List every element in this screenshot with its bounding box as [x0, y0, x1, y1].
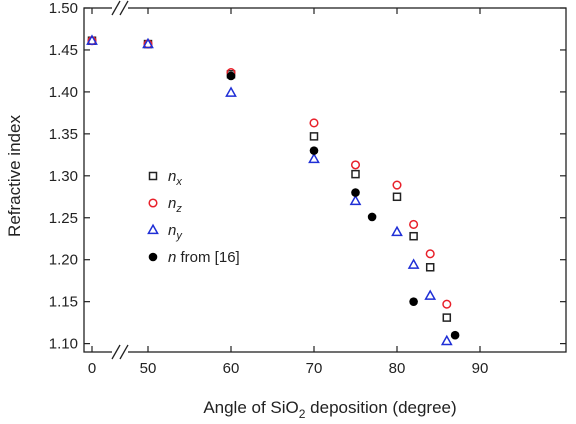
- legend-label-main: n: [168, 249, 176, 266]
- data-point: [226, 71, 236, 81]
- axis-break-slash: [119, 0, 129, 16]
- data-point: [308, 152, 320, 164]
- y-axis-title: Refractive index: [5, 115, 24, 237]
- x-axis-title: Angle of SiO2 deposition (degree): [203, 398, 456, 421]
- axis-break-slash: [111, 344, 121, 360]
- data-point: [391, 225, 403, 237]
- legend-label-subscript: x: [175, 176, 182, 188]
- axis-break-gap-top: [112, 5, 128, 11]
- series-2: [86, 34, 453, 346]
- legend-label-main: n: [168, 222, 176, 239]
- data-point: [309, 132, 319, 141]
- data-markers: [86, 34, 460, 346]
- axis-break-slash: [111, 0, 121, 16]
- legend-marker: [147, 223, 159, 235]
- legend-marker: [148, 198, 158, 208]
- data-point: [349, 194, 362, 206]
- data-point: [440, 334, 453, 346]
- x-tick-label: 0: [88, 360, 96, 377]
- y-tick-label: 1.25: [49, 210, 78, 227]
- plot-border: [83, 7, 567, 353]
- data-point: [424, 289, 437, 300]
- data-point: [367, 212, 377, 222]
- y-tick-label: 1.10: [49, 336, 78, 353]
- y-tick-label: 1.20: [49, 252, 78, 269]
- series-1: [87, 36, 452, 309]
- data-point: [309, 146, 319, 155]
- y-tick-label: 1.30: [49, 168, 78, 185]
- data-point: [392, 192, 402, 202]
- legend-marker: [148, 252, 158, 262]
- data-point: [425, 249, 435, 259]
- x-tick-label: 70: [306, 360, 323, 377]
- legend-marker: [148, 171, 158, 181]
- data-point: [425, 263, 435, 272]
- axis-break-gap-bottom: [112, 349, 128, 355]
- data-point: [450, 330, 460, 340]
- data-point: [309, 118, 319, 128]
- legend-label-main: n: [168, 195, 176, 212]
- x-axis-title-part: Angle of SiO: [203, 398, 298, 417]
- data-point: [409, 231, 418, 241]
- x-tick-label: 90: [472, 360, 489, 377]
- x-axis-ticks: 0 50 60 70 80 90: [88, 8, 489, 377]
- legend-label: n from [16]: [168, 249, 240, 266]
- x-axis-title-part: deposition (degree): [305, 398, 456, 417]
- x-tick-label: 50: [140, 360, 157, 377]
- x-tick-label: 60: [223, 360, 240, 377]
- legend-label-suffix: from [16]: [176, 249, 239, 266]
- y-tick-label: 1.45: [49, 42, 78, 59]
- legend-label-subscript: y: [175, 230, 183, 242]
- legend-label: ny: [168, 222, 183, 242]
- data-point: [409, 219, 419, 230]
- data-point: [142, 37, 154, 49]
- legend-label-subscript: z: [175, 203, 182, 215]
- y-tick-label: 1.35: [49, 126, 78, 143]
- data-point: [86, 34, 98, 45]
- data-point: [442, 299, 452, 309]
- data-point: [351, 188, 360, 197]
- series-0: [87, 36, 452, 322]
- data-point: [392, 180, 402, 190]
- y-tick-label: 1.40: [49, 84, 78, 101]
- data-point: [350, 160, 361, 170]
- x-axis-title-subscript: 2: [299, 407, 306, 421]
- y-axis-ticks: 1.10 1.15 1.20 1.25 1.30 1.35 1.40 1.45 1.50: [49, 0, 566, 353]
- x-axis-break: [111, 0, 129, 360]
- data-point: [225, 86, 237, 97]
- y-tick-label: 1.15: [49, 294, 78, 311]
- data-point: [407, 258, 420, 269]
- axis-break-slash: [119, 344, 129, 360]
- legend-label: nz: [168, 195, 182, 215]
- legend-label-main: n: [168, 168, 176, 185]
- data-point: [442, 313, 452, 322]
- y-tick-label: 1.50: [49, 0, 78, 17]
- data-point: [351, 169, 360, 179]
- data-point: [409, 297, 418, 306]
- series-3: [226, 71, 460, 340]
- plot-frame: [83, 7, 567, 353]
- legend-label: nx: [168, 168, 182, 188]
- x-tick-label: 80: [389, 360, 406, 377]
